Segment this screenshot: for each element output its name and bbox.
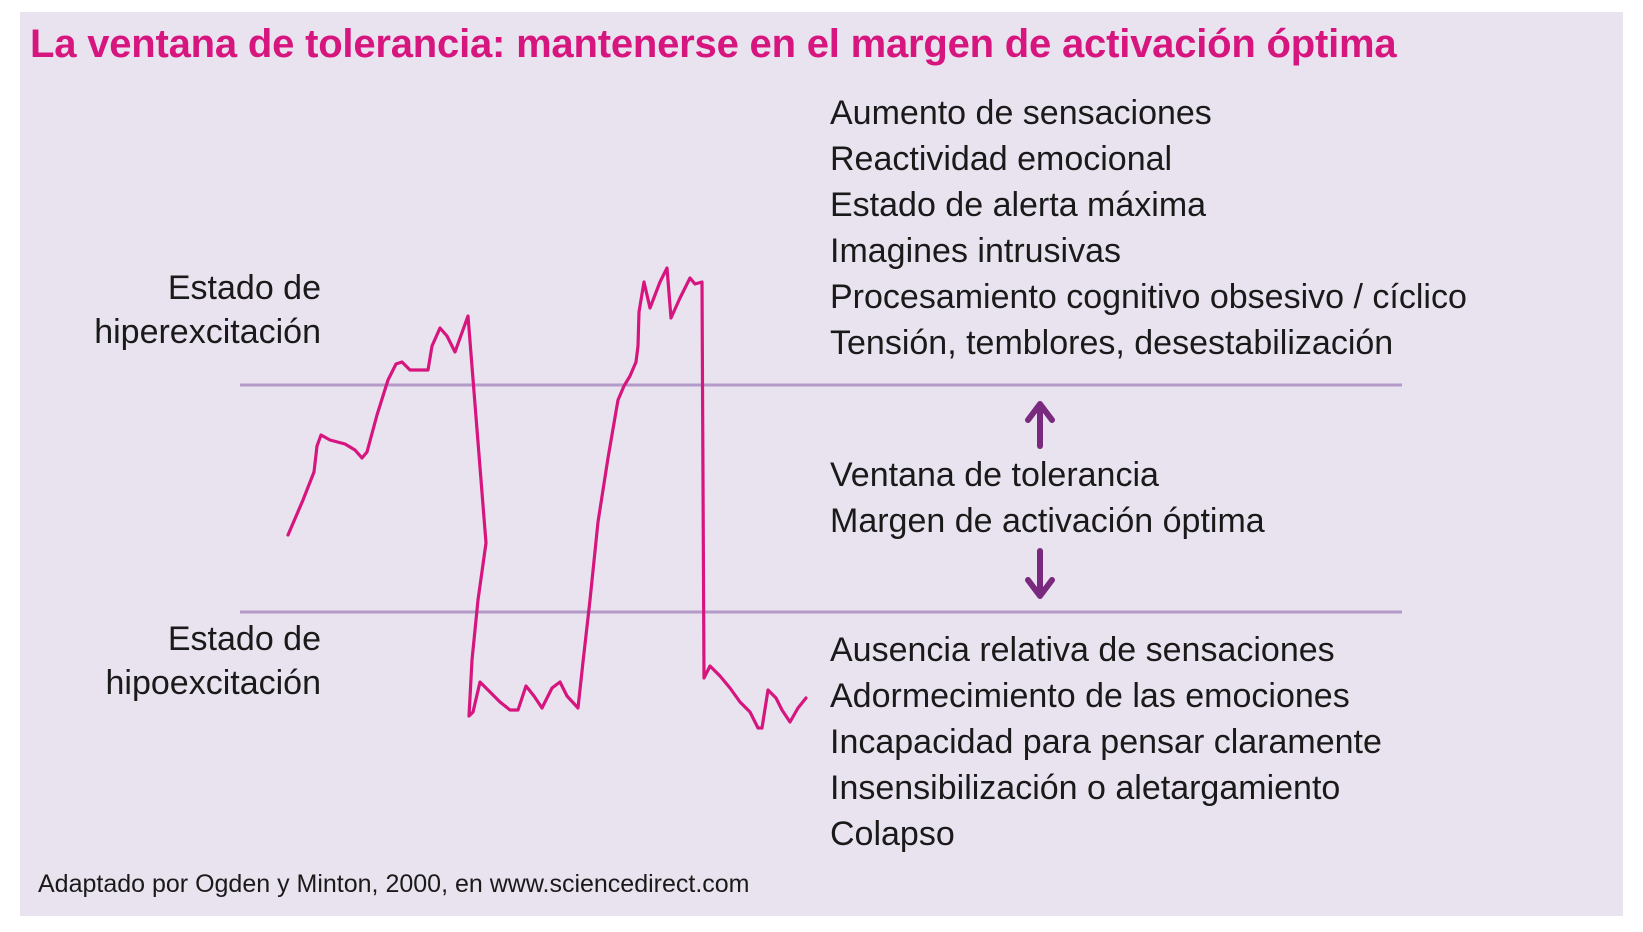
arrow-up-icon (1025, 401, 1055, 449)
hyperarousal-label-line-2: hiperexcitación (94, 313, 321, 351)
hypoarousal-symptom: Incapacidad para pensar claramente (830, 723, 1382, 761)
hyperarousal-symptom: Procesamiento cognitivo obsesivo / cícli… (830, 278, 1467, 316)
source-citation: Adaptado por Ogden y Minton, 2000, en ww… (38, 870, 750, 898)
arousal-trace (286, 266, 808, 730)
hypoarousal-symptom: Insensibilización o aletargamiento (830, 769, 1341, 807)
hypoarousal-symptom: Adormecimiento de las emociones (830, 677, 1350, 715)
hyperarousal-symptom: Reactividad emocional (830, 140, 1173, 178)
hyperarousal-symptom: Estado de alerta máxima (830, 186, 1207, 224)
hyperarousal-symptom: Tensión, temblores, desestabilización (830, 324, 1394, 362)
hypoarousal-symptom-list: Ausencia relativa de sensaciones Adormec… (830, 627, 1382, 857)
tolerance-window-item: Margen de activación óptima (830, 502, 1265, 540)
hypoarousal-label-line-1: Estado de (167, 620, 321, 658)
figure-panel (20, 12, 1623, 916)
hypoarousal-label-line-2: hipoexcitación (105, 664, 321, 702)
hypoarousal-symptom: Colapso (830, 815, 955, 853)
hyperarousal-symptom: Imagines intrusivas (830, 232, 1122, 270)
hypoarousal-label: Estado de hipoexcitación (106, 617, 321, 705)
hyperarousal-label: Estado de hiperexcitación (94, 266, 321, 354)
hypoarousal-symptom: Ausencia relativa de sensaciones (830, 631, 1335, 669)
tolerance-window-list: Ventana de tolerancia Margen de activaci… (830, 452, 1265, 544)
figure-title: La ventana de tolerancia: mantenerse en … (30, 22, 1397, 66)
tolerance-window-item: Ventana de tolerancia (830, 456, 1159, 494)
hyperarousal-symptom: Aumento de sensaciones (830, 94, 1212, 132)
arrow-down-icon (1025, 548, 1055, 599)
hyperarousal-symptom-list: Aumento de sensaciones Reactividad emoci… (830, 90, 1467, 366)
hyperarousal-label-line-1: Estado de (167, 269, 321, 307)
